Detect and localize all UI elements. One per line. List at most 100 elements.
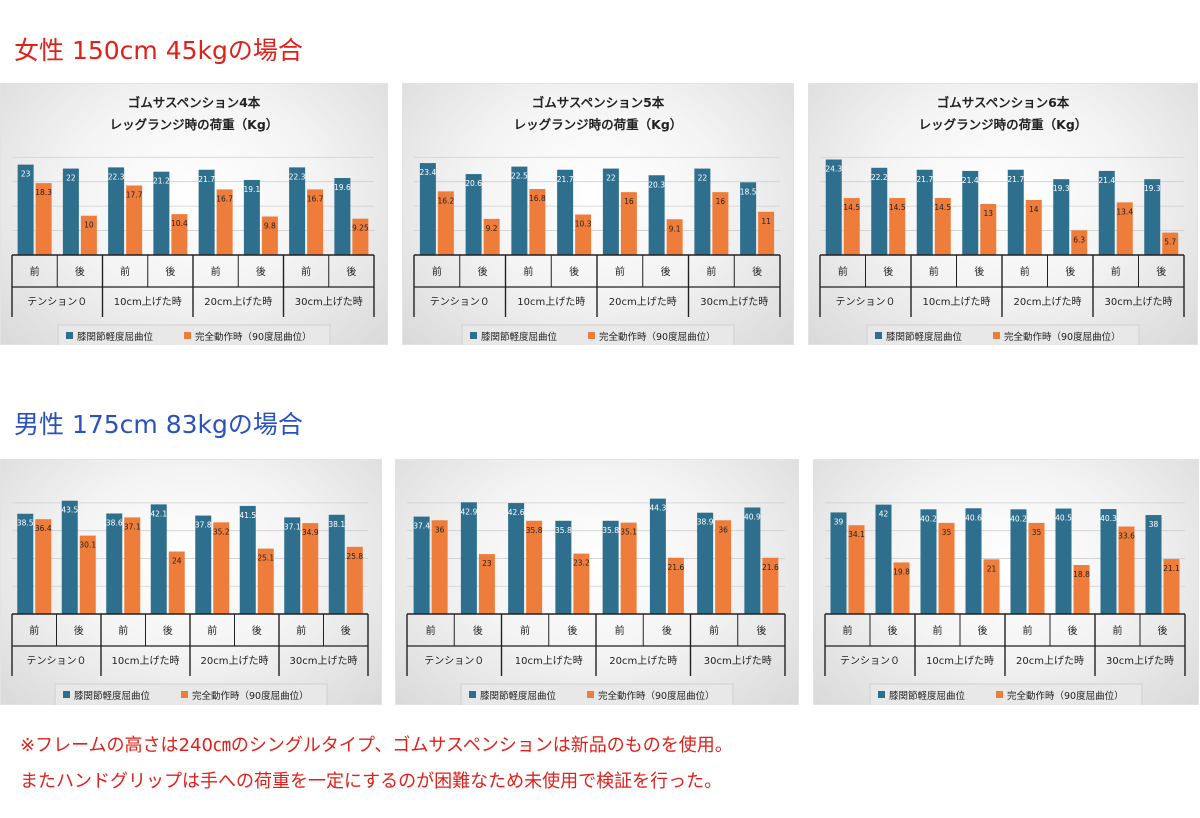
bar-blue <box>239 505 256 614</box>
data-label-blue: 22.5 <box>511 172 528 181</box>
legend-swatch-orange <box>181 691 188 698</box>
legend-swatch-blue <box>63 691 70 698</box>
data-label-blue: 22.3 <box>108 172 125 181</box>
bar-blue <box>830 512 847 614</box>
data-label-blue: 39 <box>834 517 844 526</box>
group-label: テンション０ <box>27 297 87 308</box>
group-label: 10cm上げた時 <box>926 655 994 667</box>
footnote-line-1: ※フレームの高さは240㎝のシングルタイプ、ゴムサスペンションは新品のものを使用… <box>20 735 733 756</box>
chart-panel-female-4: ゴムサスペンション4本 レッグランジ時の荷重（Kg） 23 18.3 前 22 10 後 22.… <box>0 83 388 345</box>
category-label: 後 <box>974 265 984 278</box>
data-label-blue: 40.2 <box>920 514 937 523</box>
category-label: 後 <box>473 624 483 637</box>
bar-blue <box>555 520 572 614</box>
data-label-blue: 38.1 <box>328 520 345 529</box>
data-label-orange: 35.2 <box>213 527 230 536</box>
chart-male-6: 39 34.1 前 42 19.8 後 40.2 35 前 40.6 21 後 40.2 35 前 40.5 1… <box>824 502 1186 705</box>
bar-orange <box>352 218 369 255</box>
data-label-blue: 35.8 <box>602 526 619 535</box>
data-label-orange: 14.5 <box>843 203 860 212</box>
group-label: 20cm上げた時 <box>1016 655 1084 667</box>
legend-swatch-blue <box>469 691 476 698</box>
category-label: 後 <box>662 624 672 637</box>
bar-blue <box>106 513 123 614</box>
data-label-orange: 13 <box>983 209 993 218</box>
data-label-orange: 21.1 <box>1163 564 1180 573</box>
bar-orange <box>483 218 500 255</box>
bar-orange <box>126 185 143 255</box>
bar-blue <box>17 513 34 614</box>
footnote-line-2: またハンドグリップは手への荷重を一定にするのが困難なため未使用で検証を行った。 <box>20 771 723 792</box>
category-label: 後 <box>1156 265 1166 278</box>
data-label-blue: 19.3 <box>1144 184 1161 193</box>
data-label-orange: 19.8 <box>893 567 910 576</box>
bar-orange <box>715 520 732 614</box>
data-label-blue: 44.3 <box>650 504 667 513</box>
data-label-orange: 36 <box>718 525 728 534</box>
data-label-blue: 42.9 <box>461 507 478 516</box>
bar-blue <box>649 498 666 614</box>
bar-orange <box>35 183 52 255</box>
data-label-orange: 21.6 <box>762 563 779 572</box>
category-label: 前 <box>520 624 530 637</box>
data-label-blue: 20.6 <box>465 179 482 188</box>
bar-blue <box>153 171 170 255</box>
category-label: 後 <box>1068 624 1078 637</box>
category-label: 前 <box>838 265 848 278</box>
category-label: 前 <box>933 624 943 637</box>
chart-panel-male-6: 39 34.1 前 42 19.8 後 40.2 35 前 40.6 21 後 40.2 35 前 40.5 1… <box>813 459 1199 705</box>
data-label-orange: 16 <box>624 197 634 206</box>
group-label: 10cm上げた時 <box>923 296 991 308</box>
data-label-blue: 37.1 <box>284 522 301 531</box>
bar-blue <box>962 170 979 255</box>
category-label: 前 <box>207 624 217 637</box>
data-label-blue: 38 <box>1149 520 1159 529</box>
bar-orange <box>843 198 860 255</box>
group-label: テンション０ <box>27 656 87 667</box>
bar-orange <box>80 215 97 255</box>
bar-orange <box>1116 202 1133 255</box>
category-label: 前 <box>426 624 436 637</box>
group-label: 20cm上げた時 <box>204 296 272 308</box>
data-label-blue: 37.8 <box>195 521 212 530</box>
bar-orange <box>983 559 1000 614</box>
bar-orange <box>529 189 546 255</box>
category-label: 前 <box>1020 265 1030 278</box>
data-label-orange: 14.5 <box>889 203 906 212</box>
bar-blue <box>871 167 888 255</box>
chart-panel-male-4: 38.5 36.4 前 43.5 30.1 後 38.6 37.1 前 42.1 24 後 37.8 35… <box>0 459 382 705</box>
bar-blue <box>744 507 761 614</box>
bar-orange <box>848 525 865 614</box>
legend-swatch-orange <box>996 691 1003 698</box>
data-label-blue: 37.4 <box>413 522 430 531</box>
group-label: テンション０ <box>430 297 490 308</box>
legend-label-orange: 完全動作時（90度屈曲位） <box>599 331 716 343</box>
data-label-orange: 16.2 <box>438 196 455 205</box>
group-label: 20cm上げた時 <box>609 655 677 667</box>
data-label-orange: 23.2 <box>573 559 590 568</box>
legend-label-blue: 膝関節軽度屈曲位 <box>480 690 557 702</box>
data-label-blue: 40.5 <box>1055 514 1072 523</box>
data-label-orange: 23 <box>482 559 492 568</box>
bar-orange <box>1071 230 1088 255</box>
data-label-blue: 40.2 <box>1010 514 1027 523</box>
bar-blue <box>920 509 937 614</box>
bar-blue <box>965 508 982 614</box>
data-label-orange: 34.9 <box>302 528 319 537</box>
data-label-blue: 22 <box>606 174 616 183</box>
bar-blue <box>697 512 714 614</box>
legend-label-blue: 膝関節軽度屈曲位 <box>481 331 558 343</box>
data-label-orange: 25.8 <box>346 552 363 561</box>
bar-orange <box>307 189 324 255</box>
bar-blue <box>508 503 525 614</box>
bar-blue <box>1055 508 1072 614</box>
category-label: 前 <box>929 265 939 278</box>
data-label-blue: 20.3 <box>648 180 665 189</box>
data-label-orange: 34.1 <box>848 530 865 539</box>
legend-swatch-orange <box>588 332 595 339</box>
category-label: 前 <box>211 265 221 278</box>
data-label-blue: 22.3 <box>289 172 306 181</box>
bar-orange <box>302 523 319 614</box>
category-label: 前 <box>30 265 40 278</box>
category-label: 前 <box>615 624 625 637</box>
